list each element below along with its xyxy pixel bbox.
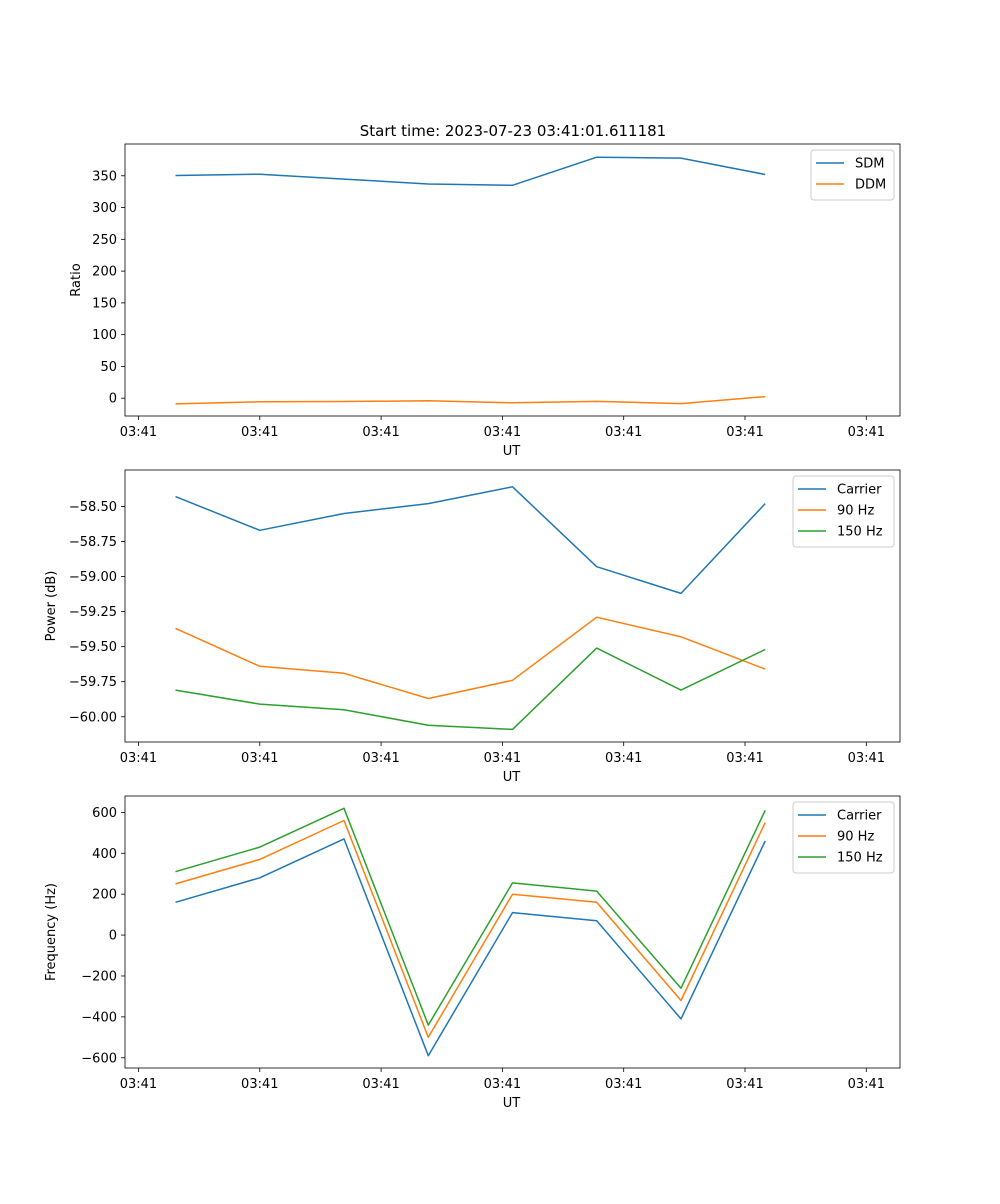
- ratio-panel: 03:41 03:41 03:41 03:41 03:41 03:41 03:41 0 50 10…: [69, 143, 901, 459]
- frequency-y-axis-label: Frequency (Hz): [44, 883, 59, 981]
- frequency-y-tick-label: −600: [81, 1051, 117, 1066]
- frequency-panel: 03:41 03:41 03:41 03:41 03:41 03:41 03:41−600−…: [44, 795, 901, 1111]
- frequency-legend-label: 150 Hz: [837, 851, 883, 866]
- ratio-series-sdm-line: [175, 156, 766, 187]
- ratio-x-axis-label: UT: [503, 444, 521, 459]
- power-x-tick-label: 03:41: [848, 751, 885, 766]
- frequency-legend-label: Carrier: [837, 809, 882, 824]
- frequency-x-tick-label: 03:41: [605, 1077, 642, 1092]
- ratio-x-tick-label: 03:41: [605, 425, 642, 440]
- power-y-tick-label: −58.50: [69, 500, 117, 515]
- power-x-tick-label: 03:41: [241, 751, 278, 766]
- ratio-y-axis-label: Ratio: [69, 263, 84, 296]
- frequency-y-tick-label: 400: [92, 847, 117, 862]
- frequency-x-tick-label: 03:41: [848, 1077, 885, 1092]
- frequency-series-150-hz-line: [175, 807, 766, 1026]
- frequency-x-tick-label: 03:41: [484, 1077, 521, 1092]
- frequency-x-tick-label: 03:41: [362, 1077, 399, 1092]
- frequency-x-tick-label: 03:41: [241, 1077, 278, 1092]
- frequency-x-axis-label: UT: [503, 1096, 521, 1111]
- figure-title: Start time: 2023-07-23 03:41:01.611181: [360, 122, 666, 140]
- power-legend-label: Carrier: [837, 483, 882, 498]
- power-legend-label: 90 Hz: [837, 504, 874, 519]
- power-y-tick-label: −59.50: [69, 640, 117, 655]
- frequency-y-tick-label: 600: [92, 806, 117, 821]
- ratio-y-tick-label: 350: [92, 169, 117, 184]
- power-series-90-hz-line: [175, 616, 766, 700]
- ratio-x-tick-label: 03:41: [241, 425, 278, 440]
- ratio-axes-frame: [124, 143, 901, 417]
- frequency-x-tick-label: 03:41: [726, 1077, 763, 1092]
- power-legend: [792, 475, 895, 548]
- power-panel: 03:41 03:41 03:41 03:41 03:41 03:41 03:41 −60.0…: [44, 469, 901, 785]
- power-x-tick-label: 03:41: [120, 751, 157, 766]
- frequency-axes-frame: [124, 795, 901, 1069]
- ratio-y-tick-label: 50: [100, 360, 117, 375]
- power-x-tick-label: 03:41: [726, 751, 763, 766]
- ratio-y-tick-label: 150: [92, 296, 117, 311]
- power-y-tick-label: −59.25: [69, 605, 117, 620]
- frequency-x-tick-label: 03:41: [120, 1077, 157, 1092]
- power-x-tick-label: 03:41: [484, 751, 521, 766]
- frequency-y-tick-label: −200: [81, 969, 117, 984]
- ratio-x-tick-label: 03:41: [484, 425, 521, 440]
- power-series-carrier-line: [175, 486, 766, 595]
- power-y-axis-label: Power (dB): [44, 571, 59, 642]
- power-x-tick-label: 03:41: [362, 751, 399, 766]
- power-y-tick-label: −59.75: [69, 675, 117, 690]
- ratio-legend-label: SDM: [855, 157, 884, 172]
- ratio-y-tick-label: 100: [92, 328, 117, 343]
- ratio-x-tick-label: 03:41: [726, 425, 763, 440]
- frequency-legend-label: 90 Hz: [837, 830, 874, 845]
- ratio-y-tick-label: 300: [92, 201, 117, 216]
- ratio-y-tick-label: 250: [92, 233, 117, 248]
- ratio-series-ddm-line: [175, 395, 766, 405]
- ratio-x-tick-label: 03:41: [362, 425, 399, 440]
- frequency-y-tick-label: 0: [109, 929, 117, 944]
- power-x-axis-label: UT: [503, 770, 521, 785]
- ratio-y-tick-label: 200: [92, 265, 117, 280]
- frequency-series-carrier-line: [175, 838, 766, 1057]
- frequency-y-tick-label: 200: [92, 888, 117, 903]
- frequency-series-90-hz-line: [175, 819, 766, 1039]
- frequency-legend: [792, 801, 895, 874]
- power-axes-frame: [124, 469, 901, 743]
- ratio-y-tick-label: 0: [109, 392, 117, 407]
- power-y-tick-label: −59.00: [69, 570, 117, 585]
- ratio-x-tick-label: 03:41: [848, 425, 885, 440]
- power-y-tick-label: −60.00: [69, 710, 117, 725]
- power-series-150-hz-line: [175, 647, 766, 731]
- power-legend-label: 150 Hz: [837, 525, 883, 540]
- power-y-tick-label: −58.75: [69, 535, 117, 550]
- frequency-y-tick-label: −400: [81, 1010, 117, 1025]
- power-x-tick-label: 03:41: [605, 751, 642, 766]
- ratio-legend-label: DDM: [855, 178, 886, 193]
- ratio-x-tick-label: 03:41: [120, 425, 157, 440]
